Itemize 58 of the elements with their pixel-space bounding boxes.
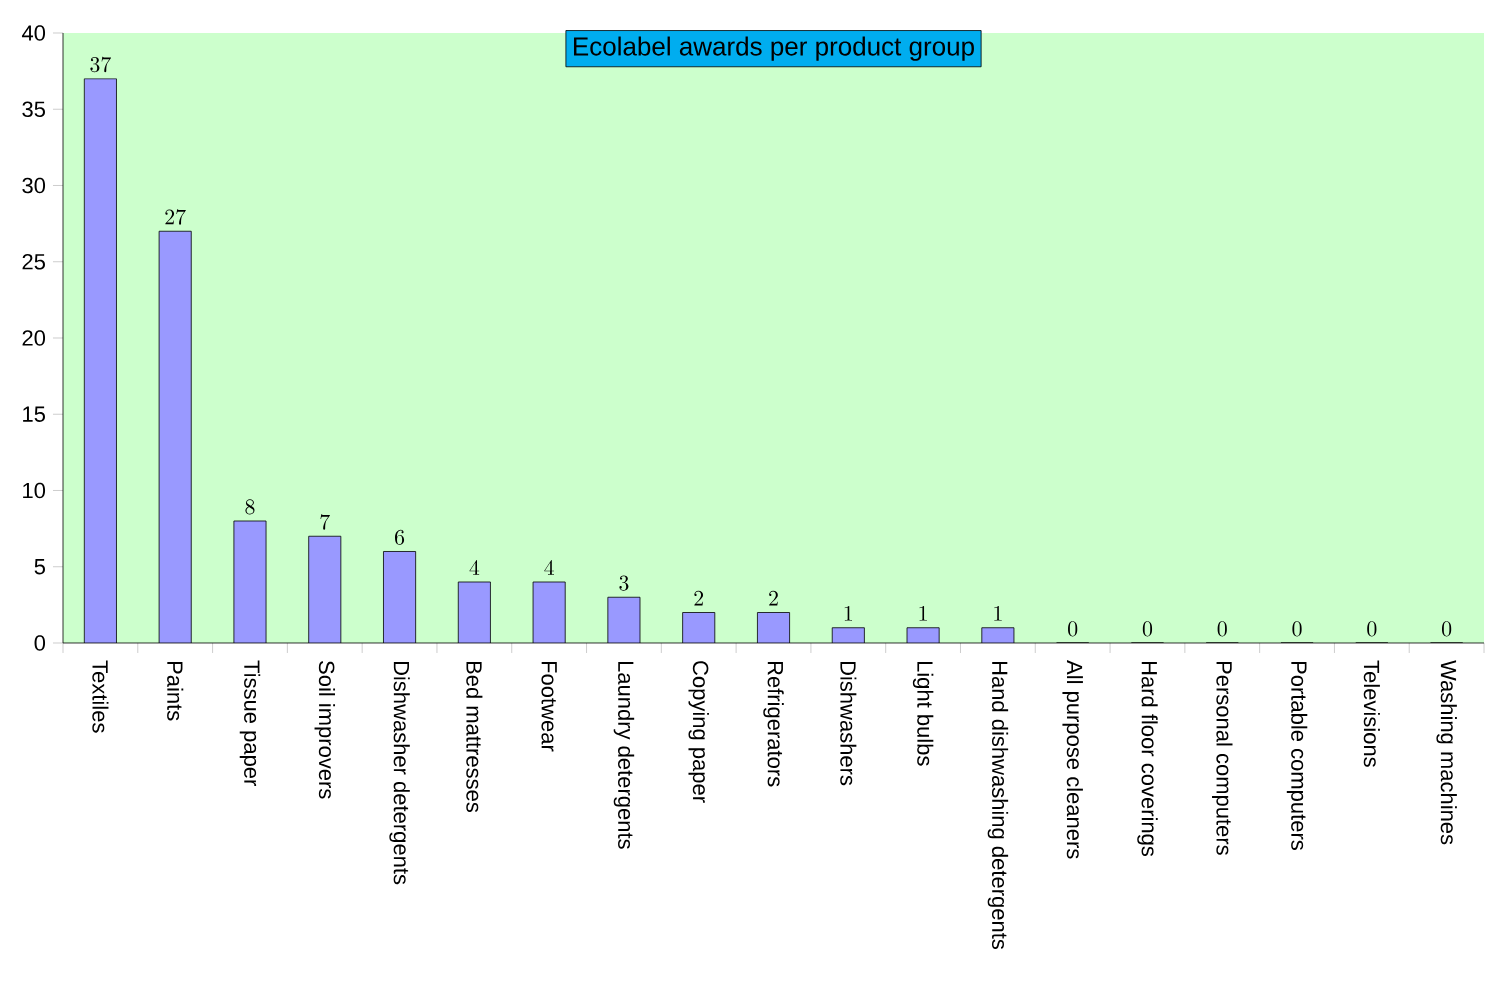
data-label: 1 bbox=[844, 606, 852, 621]
y-tick-label: 5 bbox=[34, 559, 45, 575]
bar bbox=[308, 536, 341, 643]
bar bbox=[233, 520, 267, 643]
data-label: 0 bbox=[1442, 621, 1452, 637]
bar bbox=[533, 582, 566, 643]
data-label: 1 bbox=[994, 606, 1002, 621]
data-label: 0 bbox=[1292, 621, 1302, 637]
bar bbox=[84, 78, 117, 643]
x-tick-label: Personal computers bbox=[1212, 661, 1233, 855]
y-tick-label: 25 bbox=[22, 253, 45, 270]
data-label: 6 bbox=[394, 529, 405, 545]
data-label: 0 bbox=[1217, 621, 1227, 637]
y-tick-label: 0 bbox=[34, 635, 46, 651]
x-tick-label: Laundry detergents bbox=[613, 661, 635, 849]
data-label: 0 bbox=[1367, 621, 1377, 637]
y-tick-label: 35 bbox=[22, 101, 45, 118]
data-label: 0 bbox=[1142, 621, 1153, 637]
bar bbox=[458, 582, 491, 643]
x-tick-label: Hard floor coverings bbox=[1137, 661, 1158, 857]
x-tick-label: Copying paper bbox=[688, 661, 709, 803]
data-label: 8 bbox=[245, 499, 255, 515]
data-label: 7 bbox=[320, 514, 330, 530]
y-tick-label: 10 bbox=[23, 482, 46, 499]
data-label: 2 bbox=[769, 590, 778, 606]
x-tick-label: Washing machines bbox=[1436, 660, 1457, 845]
y-tick-label: 15 bbox=[23, 406, 45, 422]
data-label: 3 bbox=[619, 575, 629, 591]
y-tick-label: 30 bbox=[22, 177, 46, 194]
y-tick-label: 20 bbox=[22, 330, 46, 346]
data-label: 4 bbox=[469, 560, 480, 575]
bar bbox=[607, 597, 641, 643]
chart-title: Ecolabel awards per product group bbox=[574, 36, 974, 61]
data-label: 1 bbox=[919, 606, 927, 621]
bar bbox=[159, 231, 192, 643]
data-label: 27 bbox=[165, 209, 186, 225]
x-tick-label: Hand dishwashing detergents bbox=[987, 661, 1009, 950]
y-tick-label: 40 bbox=[21, 25, 46, 41]
x-tick-label: All purpose cleaners bbox=[1062, 660, 1083, 859]
x-tick-label: Portable computers bbox=[1286, 661, 1308, 850]
bar bbox=[757, 612, 790, 643]
x-tick-label: Dishwasher detergents bbox=[389, 661, 410, 885]
data-label: 4 bbox=[544, 560, 554, 575]
data-label: 37 bbox=[90, 56, 112, 73]
x-tick-label: Refrigerators bbox=[763, 661, 784, 787]
x-tick-label: Footwear bbox=[541, 661, 557, 752]
x-tick-label: Textiles bbox=[92, 660, 109, 733]
x-tick-label: Dishwashers bbox=[840, 661, 857, 786]
x-tick-label: Paints bbox=[167, 661, 184, 721]
x-tick-label: Tissue paper bbox=[239, 660, 261, 787]
bar bbox=[682, 612, 715, 643]
x-tick-label: Bed mattresses bbox=[466, 661, 483, 813]
data-label: 0 bbox=[1068, 621, 1078, 637]
x-tick-label: Televisions bbox=[1363, 660, 1380, 767]
bar bbox=[383, 551, 416, 643]
x-tick-label: Light bulbs bbox=[912, 661, 934, 766]
x-tick-label: Soil improvers bbox=[314, 661, 336, 799]
data-label: 2 bbox=[694, 590, 704, 606]
